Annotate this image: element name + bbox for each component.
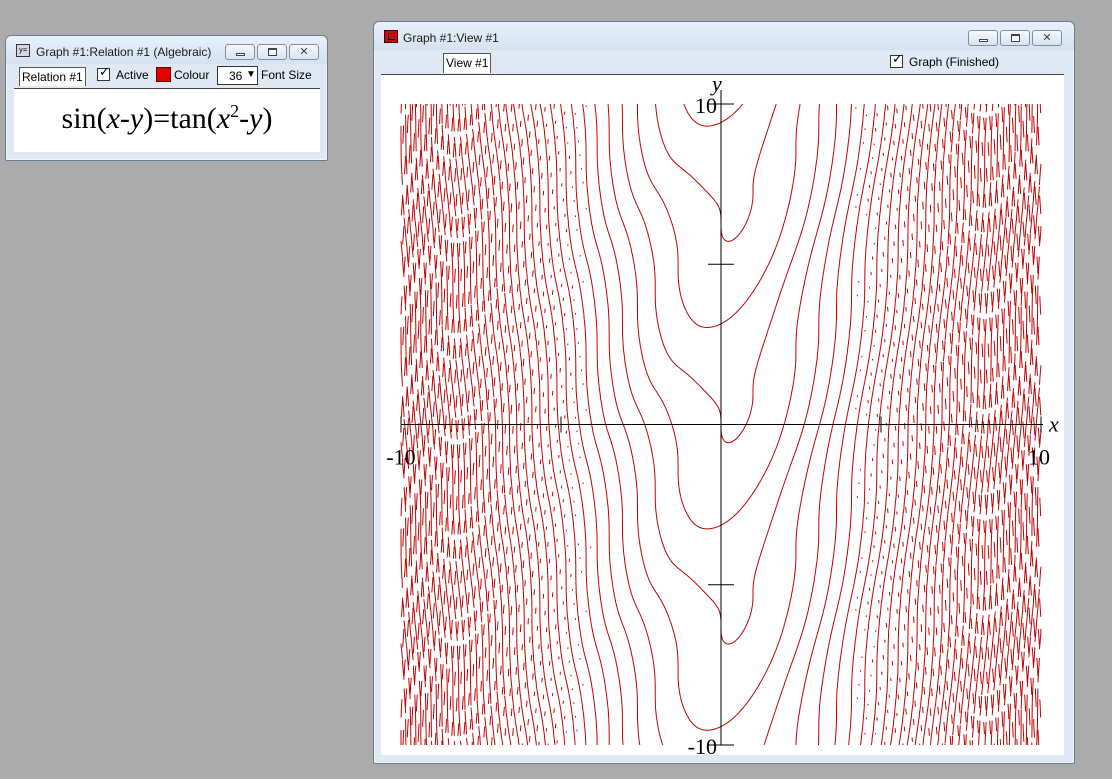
- minimize-icon: [226, 45, 254, 59]
- eq-rhs-x: x: [216, 102, 231, 135]
- eq-lhs-x: x: [106, 102, 120, 135]
- minimize-button[interactable]: [968, 30, 998, 46]
- relation-window-title: Graph #1:Relation #1 (Algebraic): [36, 45, 212, 59]
- y-tick-label-min: -10: [688, 734, 717, 755]
- close-icon: [1033, 31, 1061, 45]
- view-window-titlebar[interactable]: Graph #1:View #1: [374, 22, 1074, 50]
- maximize-button[interactable]: [257, 44, 287, 60]
- eq-lhs-y: y: [129, 102, 144, 135]
- eq-lhs-func: sin: [61, 102, 97, 135]
- graph-app-icon[interactable]: [384, 30, 398, 43]
- close-button[interactable]: [289, 44, 319, 60]
- active-checkbox[interactable]: ✓: [97, 65, 110, 81]
- x-tick-label-max: 10: [1028, 445, 1050, 470]
- eq-rhs-minus: -: [239, 102, 250, 135]
- eq-equals: =: [153, 102, 171, 135]
- minimize-icon: [969, 31, 997, 45]
- colour-swatch[interactable]: [156, 67, 171, 82]
- close-button[interactable]: [1032, 30, 1062, 46]
- graph-status-label: Graph (Finished): [909, 55, 1000, 69]
- equation-panel[interactable]: sin(x-y)=tan(x2-y): [14, 88, 320, 152]
- dropdown-arrow-icon: ▼: [246, 69, 256, 80]
- minimize-button[interactable]: [225, 44, 255, 60]
- font-size-value: 36: [229, 69, 243, 83]
- maximize-icon: [1001, 31, 1029, 45]
- eq-rhs-func: tan: [170, 102, 207, 135]
- relation-curve: [400, 103, 1042, 746]
- x-axis-label: x: [1048, 412, 1059, 437]
- relation-window-titlebar[interactable]: y= Graph #1:Relation #1 (Algebraic): [6, 36, 327, 64]
- close-icon: [290, 45, 318, 59]
- check-icon: ✓: [99, 65, 110, 80]
- relation-tab[interactable]: Relation #1: [19, 67, 86, 86]
- view-window-title: Graph #1:View #1: [403, 31, 499, 45]
- eq-lhs-minus: -: [119, 102, 130, 135]
- equation-text: sin(x-y)=tan(x2-y): [61, 101, 273, 135]
- font-size-select[interactable]: 36 ▼: [217, 66, 258, 85]
- font-size-label: Font Size: [261, 68, 312, 82]
- x-tick-label-min: -10: [386, 445, 415, 470]
- active-label: Active: [116, 68, 149, 82]
- y-axis-label: y: [710, 75, 722, 96]
- plot-svg[interactable]: -10 10 10 -10 x y: [381, 75, 1064, 755]
- axes: -10 10 10 -10 x y: [386, 75, 1059, 755]
- y-tick-label-max: 10: [695, 93, 717, 118]
- maximize-button[interactable]: [1000, 30, 1030, 46]
- relation-app-icon[interactable]: y=: [16, 44, 30, 57]
- view-tab[interactable]: View #1: [443, 53, 492, 73]
- graph-finished-checkbox[interactable]: ✓: [890, 52, 903, 68]
- relation-window: y= Graph #1:Relation #1 (Algebraic) Rela…: [5, 35, 328, 161]
- eq-rhs-y: y: [249, 102, 263, 135]
- eq-rhs-exp: 2: [230, 101, 240, 121]
- implicit-curves: [400, 103, 1042, 746]
- graph-canvas[interactable]: -10 10 10 -10 x y: [381, 74, 1064, 755]
- maximize-icon: [258, 45, 286, 59]
- check-icon: ✓: [892, 52, 903, 67]
- colour-label: Colour: [174, 68, 210, 82]
- view-window: Graph #1:View #1 View #1 ✓ Graph (Finish…: [373, 21, 1075, 764]
